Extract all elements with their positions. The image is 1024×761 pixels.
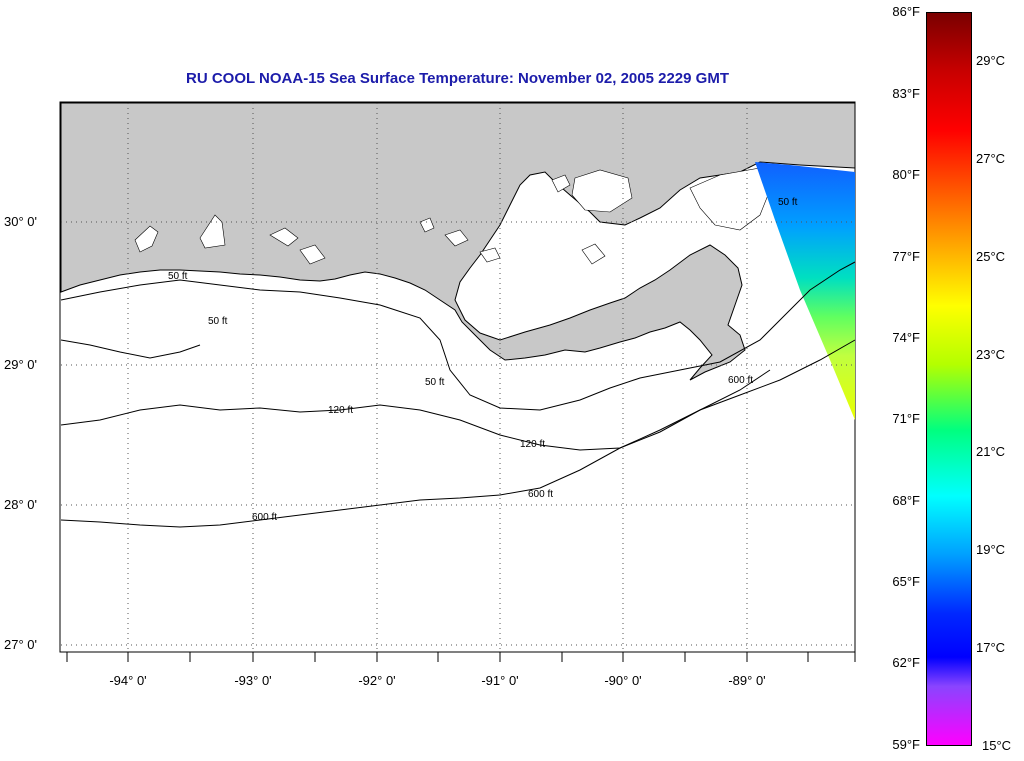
contour-50ft: [60, 261, 856, 411]
colorbar-fahrenheit-label: 86°F: [892, 4, 920, 19]
longitude-label: -92° 0': [358, 673, 396, 688]
latitude-label: 30° 0': [4, 214, 37, 229]
contour-label-50ft: 50 ft: [208, 316, 228, 327]
colorbar-celsius-label: 25°C: [976, 249, 1006, 264]
longitude-label: -89° 0': [728, 673, 766, 688]
contour-labels: 50 ft 50 ft 50 ft 50 ft 120 ft 120 ft 60…: [168, 197, 798, 523]
longitude-label: -90° 0': [604, 673, 642, 688]
contour-label-50ft: 50 ft: [425, 377, 445, 388]
colorbar-fahrenheit-label: 62°F: [892, 655, 920, 670]
sst-swath: [755, 162, 855, 420]
colorbar-fahrenheit-label: 74°F: [892, 330, 920, 345]
contour-600ft: [60, 369, 771, 528]
colorbar-celsius-label: 23°C: [976, 347, 1006, 362]
contour-label-50ft: 50 ft: [778, 197, 798, 208]
contour-label-600ft: 600 ft: [252, 512, 277, 523]
inland-lakes: [134, 167, 771, 265]
colorbar-fahrenheit-label: 71°F: [892, 411, 920, 426]
colorbar-fahrenheit-label: 80°F: [892, 167, 920, 182]
longitude-label: -94° 0': [109, 673, 147, 688]
axis-ticks: [66, 652, 856, 662]
colorbar-celsius-label: 15°C: [982, 738, 1012, 753]
colorbar-celsius-label: 17°C: [976, 640, 1006, 655]
colorbar-fahrenheit-label: 59°F: [892, 737, 920, 752]
latitude-label: 27° 0': [4, 637, 37, 652]
longitude-label: -91° 0': [481, 673, 519, 688]
colorbar-celsius-label: 19°C: [976, 542, 1006, 557]
contour-label-600ft: 600 ft: [728, 375, 753, 386]
latitude-label: 28° 0': [4, 497, 37, 512]
contour-label-120ft: 120 ft: [520, 439, 545, 450]
contour-label-50ft: 50 ft: [168, 271, 188, 282]
map-title: RU COOL NOAA-15 Sea Surface Temperature:…: [186, 70, 729, 87]
colorbar-fahrenheit-label: 77°F: [892, 249, 920, 264]
colorbar-fahrenheit-label: 68°F: [892, 493, 920, 508]
colorbar-celsius-label: 29°C: [976, 53, 1006, 68]
longitude-label: -93° 0': [234, 673, 272, 688]
contour-120ft: [60, 339, 856, 451]
colorbar-fahrenheit-label: 83°F: [892, 86, 920, 101]
colorbar-celsius-label: 27°C: [976, 151, 1006, 166]
contour-label-600ft: 600 ft: [528, 489, 553, 500]
colorbar-celsius-label: 21°C: [976, 444, 1006, 459]
temperature-colorbar: [926, 12, 972, 746]
colorbar-fahrenheit-label: 65°F: [892, 574, 920, 589]
contour-label-120ft: 120 ft: [328, 405, 353, 416]
latitude-label: 29° 0': [4, 357, 37, 372]
